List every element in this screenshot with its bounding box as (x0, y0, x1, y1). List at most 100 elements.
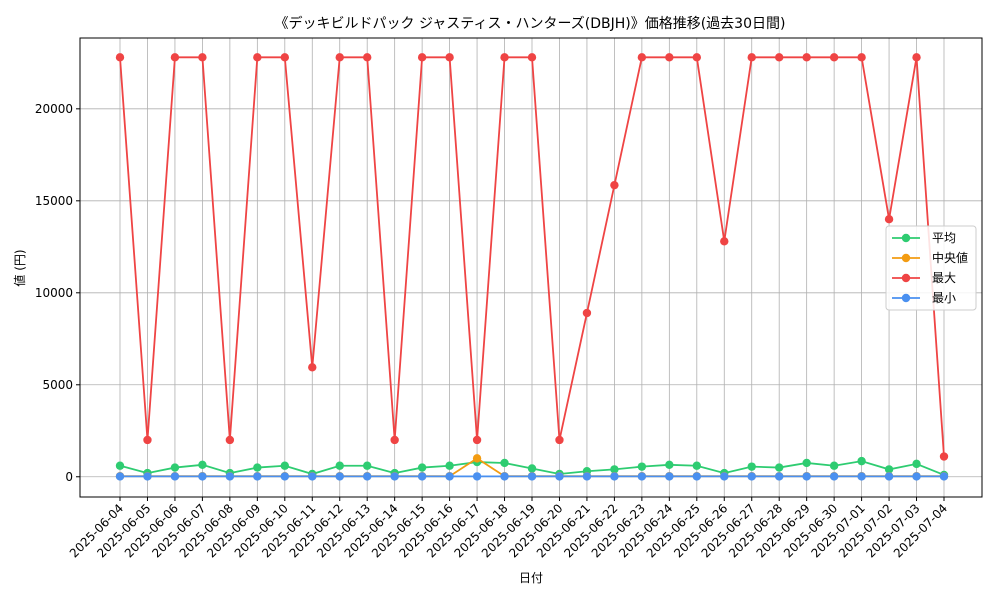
data-point (802, 458, 811, 468)
data-point (720, 237, 729, 246)
data-point (857, 456, 866, 466)
data-point (390, 472, 399, 481)
legend-label: 最小 (932, 291, 956, 305)
data-point (829, 53, 839, 62)
data-point (445, 472, 454, 481)
data-point (363, 472, 372, 481)
data-point (829, 461, 839, 470)
data-point (390, 435, 399, 445)
data-point (198, 53, 207, 62)
data-point (170, 472, 180, 481)
data-point (912, 472, 921, 481)
data-point (143, 472, 152, 481)
data-point (115, 472, 125, 481)
legend-label: 最大 (932, 271, 956, 285)
data-point (253, 472, 262, 481)
data-point (417, 472, 427, 481)
data-point (939, 452, 949, 461)
data-point (472, 435, 482, 445)
data-point (115, 461, 125, 470)
data-point (747, 472, 756, 481)
data-point (582, 472, 592, 481)
data-point (363, 53, 372, 62)
data-point (610, 465, 619, 474)
data-point (884, 472, 894, 481)
data-point (170, 53, 180, 62)
legend-box (885, 225, 977, 311)
data-point (637, 53, 647, 62)
legend-marker (901, 293, 911, 303)
legend-label: 平均 (932, 231, 956, 245)
grid-lines (80, 38, 982, 497)
data-point (198, 472, 207, 481)
data-point (335, 53, 344, 62)
data-point (857, 472, 866, 481)
data-point (363, 461, 372, 470)
plot-frame (79, 37, 983, 498)
data-point (500, 472, 509, 481)
data-point (280, 472, 289, 481)
data-point (280, 461, 289, 470)
legend-marker (901, 273, 911, 283)
data-point (637, 462, 647, 471)
legend-marker (901, 233, 911, 243)
data-point (582, 308, 592, 318)
y-axis-ticks: 0 5000 10000 15000 20000 (35, 102, 80, 484)
data-point (692, 53, 701, 62)
data-point (472, 472, 482, 481)
data-point (775, 463, 784, 472)
y-axis-label: 値 (円) (12, 249, 27, 286)
data-point (472, 454, 482, 463)
data-point (500, 458, 509, 468)
data-point (692, 472, 701, 481)
data-point (884, 215, 894, 224)
data-point (527, 53, 537, 62)
data-point (170, 463, 180, 472)
data-point (280, 53, 289, 62)
series-group (115, 53, 949, 481)
data-point (225, 435, 235, 445)
data-point (253, 53, 262, 62)
data-point (692, 461, 701, 470)
y-tick-label: 10000 (35, 286, 73, 300)
data-point (747, 462, 756, 471)
y-tick-label: 20000 (35, 102, 73, 116)
data-point (445, 461, 454, 470)
data-point (610, 472, 619, 481)
data-point (720, 472, 729, 481)
data-point (445, 53, 454, 62)
data-point (335, 461, 344, 470)
data-point (665, 53, 674, 62)
y-tick-label: 5000 (42, 378, 73, 392)
data-point (665, 472, 674, 481)
data-point (665, 460, 674, 470)
y-tick-label: 0 (65, 470, 73, 484)
data-point (857, 53, 866, 62)
data-point (610, 180, 619, 190)
data-point (308, 363, 317, 372)
data-point (308, 472, 317, 481)
data-point (829, 472, 839, 481)
data-point (802, 53, 811, 62)
x-axis-label: 日付 (519, 571, 543, 585)
data-point (500, 53, 509, 62)
legend-marker (901, 253, 911, 263)
data-point (417, 53, 427, 62)
series-2 (115, 53, 949, 461)
data-point (527, 464, 537, 473)
data-point (225, 472, 235, 481)
data-point (637, 472, 647, 481)
y-tick-label: 15000 (35, 194, 73, 208)
data-point (143, 435, 152, 445)
data-point (747, 53, 756, 62)
data-point (555, 435, 564, 445)
chart-title: 《デッキビルドパック ジャスティス・ハンターズ(DBJH)》価格推移(過去30日… (275, 15, 786, 32)
data-point (802, 472, 811, 481)
data-point (912, 53, 921, 62)
series-3 (115, 472, 949, 481)
data-point (775, 472, 784, 481)
data-point (775, 53, 784, 62)
